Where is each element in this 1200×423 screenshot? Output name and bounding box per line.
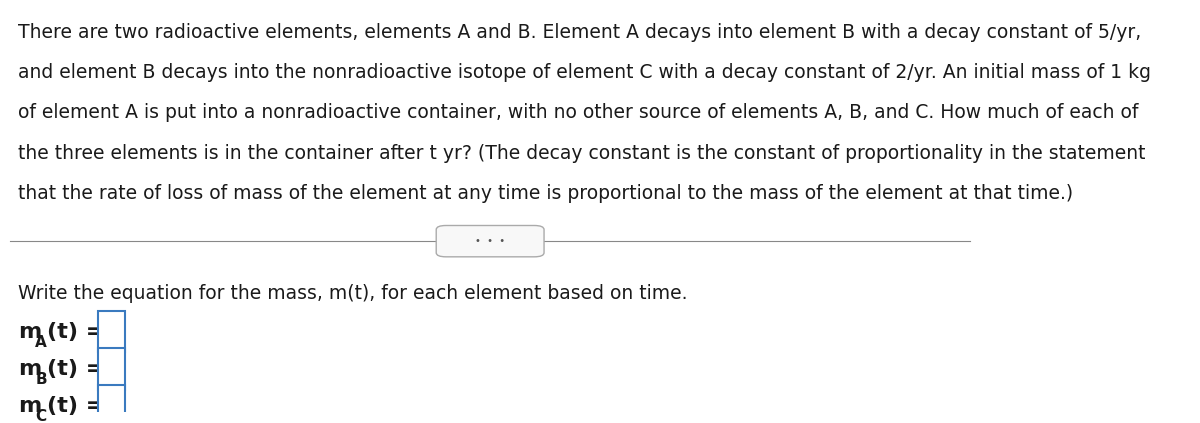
Text: C: C — [35, 409, 47, 423]
Text: and element B decays into the nonradioactive isotope of element C with a decay c: and element B decays into the nonradioac… — [18, 63, 1151, 82]
Text: m: m — [18, 322, 41, 342]
Text: (t) =: (t) = — [47, 396, 104, 416]
Text: B: B — [35, 372, 47, 387]
FancyBboxPatch shape — [98, 311, 126, 352]
Text: that the rate of loss of mass of the element at any time is proportional to the : that the rate of loss of mass of the ele… — [18, 184, 1073, 203]
Text: (t) =: (t) = — [47, 359, 104, 379]
Text: m: m — [18, 396, 41, 416]
Text: A: A — [35, 335, 47, 350]
Text: of element A is put into a nonradioactive container, with no other source of ele: of element A is put into a nonradioactiv… — [18, 104, 1138, 123]
Text: the three elements is in the container after t yr? (The decay constant is the co: the three elements is in the container a… — [18, 144, 1145, 163]
FancyBboxPatch shape — [98, 385, 126, 423]
Text: m: m — [18, 359, 41, 379]
Text: (t) =: (t) = — [47, 322, 104, 342]
FancyBboxPatch shape — [98, 349, 126, 390]
Text: There are two radioactive elements, elements A and B. Element A decays into elem: There are two radioactive elements, elem… — [18, 23, 1141, 42]
Text: •  •  •: • • • — [475, 236, 505, 246]
Text: Write the equation for the mass, m(t), for each element based on time.: Write the equation for the mass, m(t), f… — [18, 284, 688, 303]
FancyBboxPatch shape — [437, 225, 544, 257]
